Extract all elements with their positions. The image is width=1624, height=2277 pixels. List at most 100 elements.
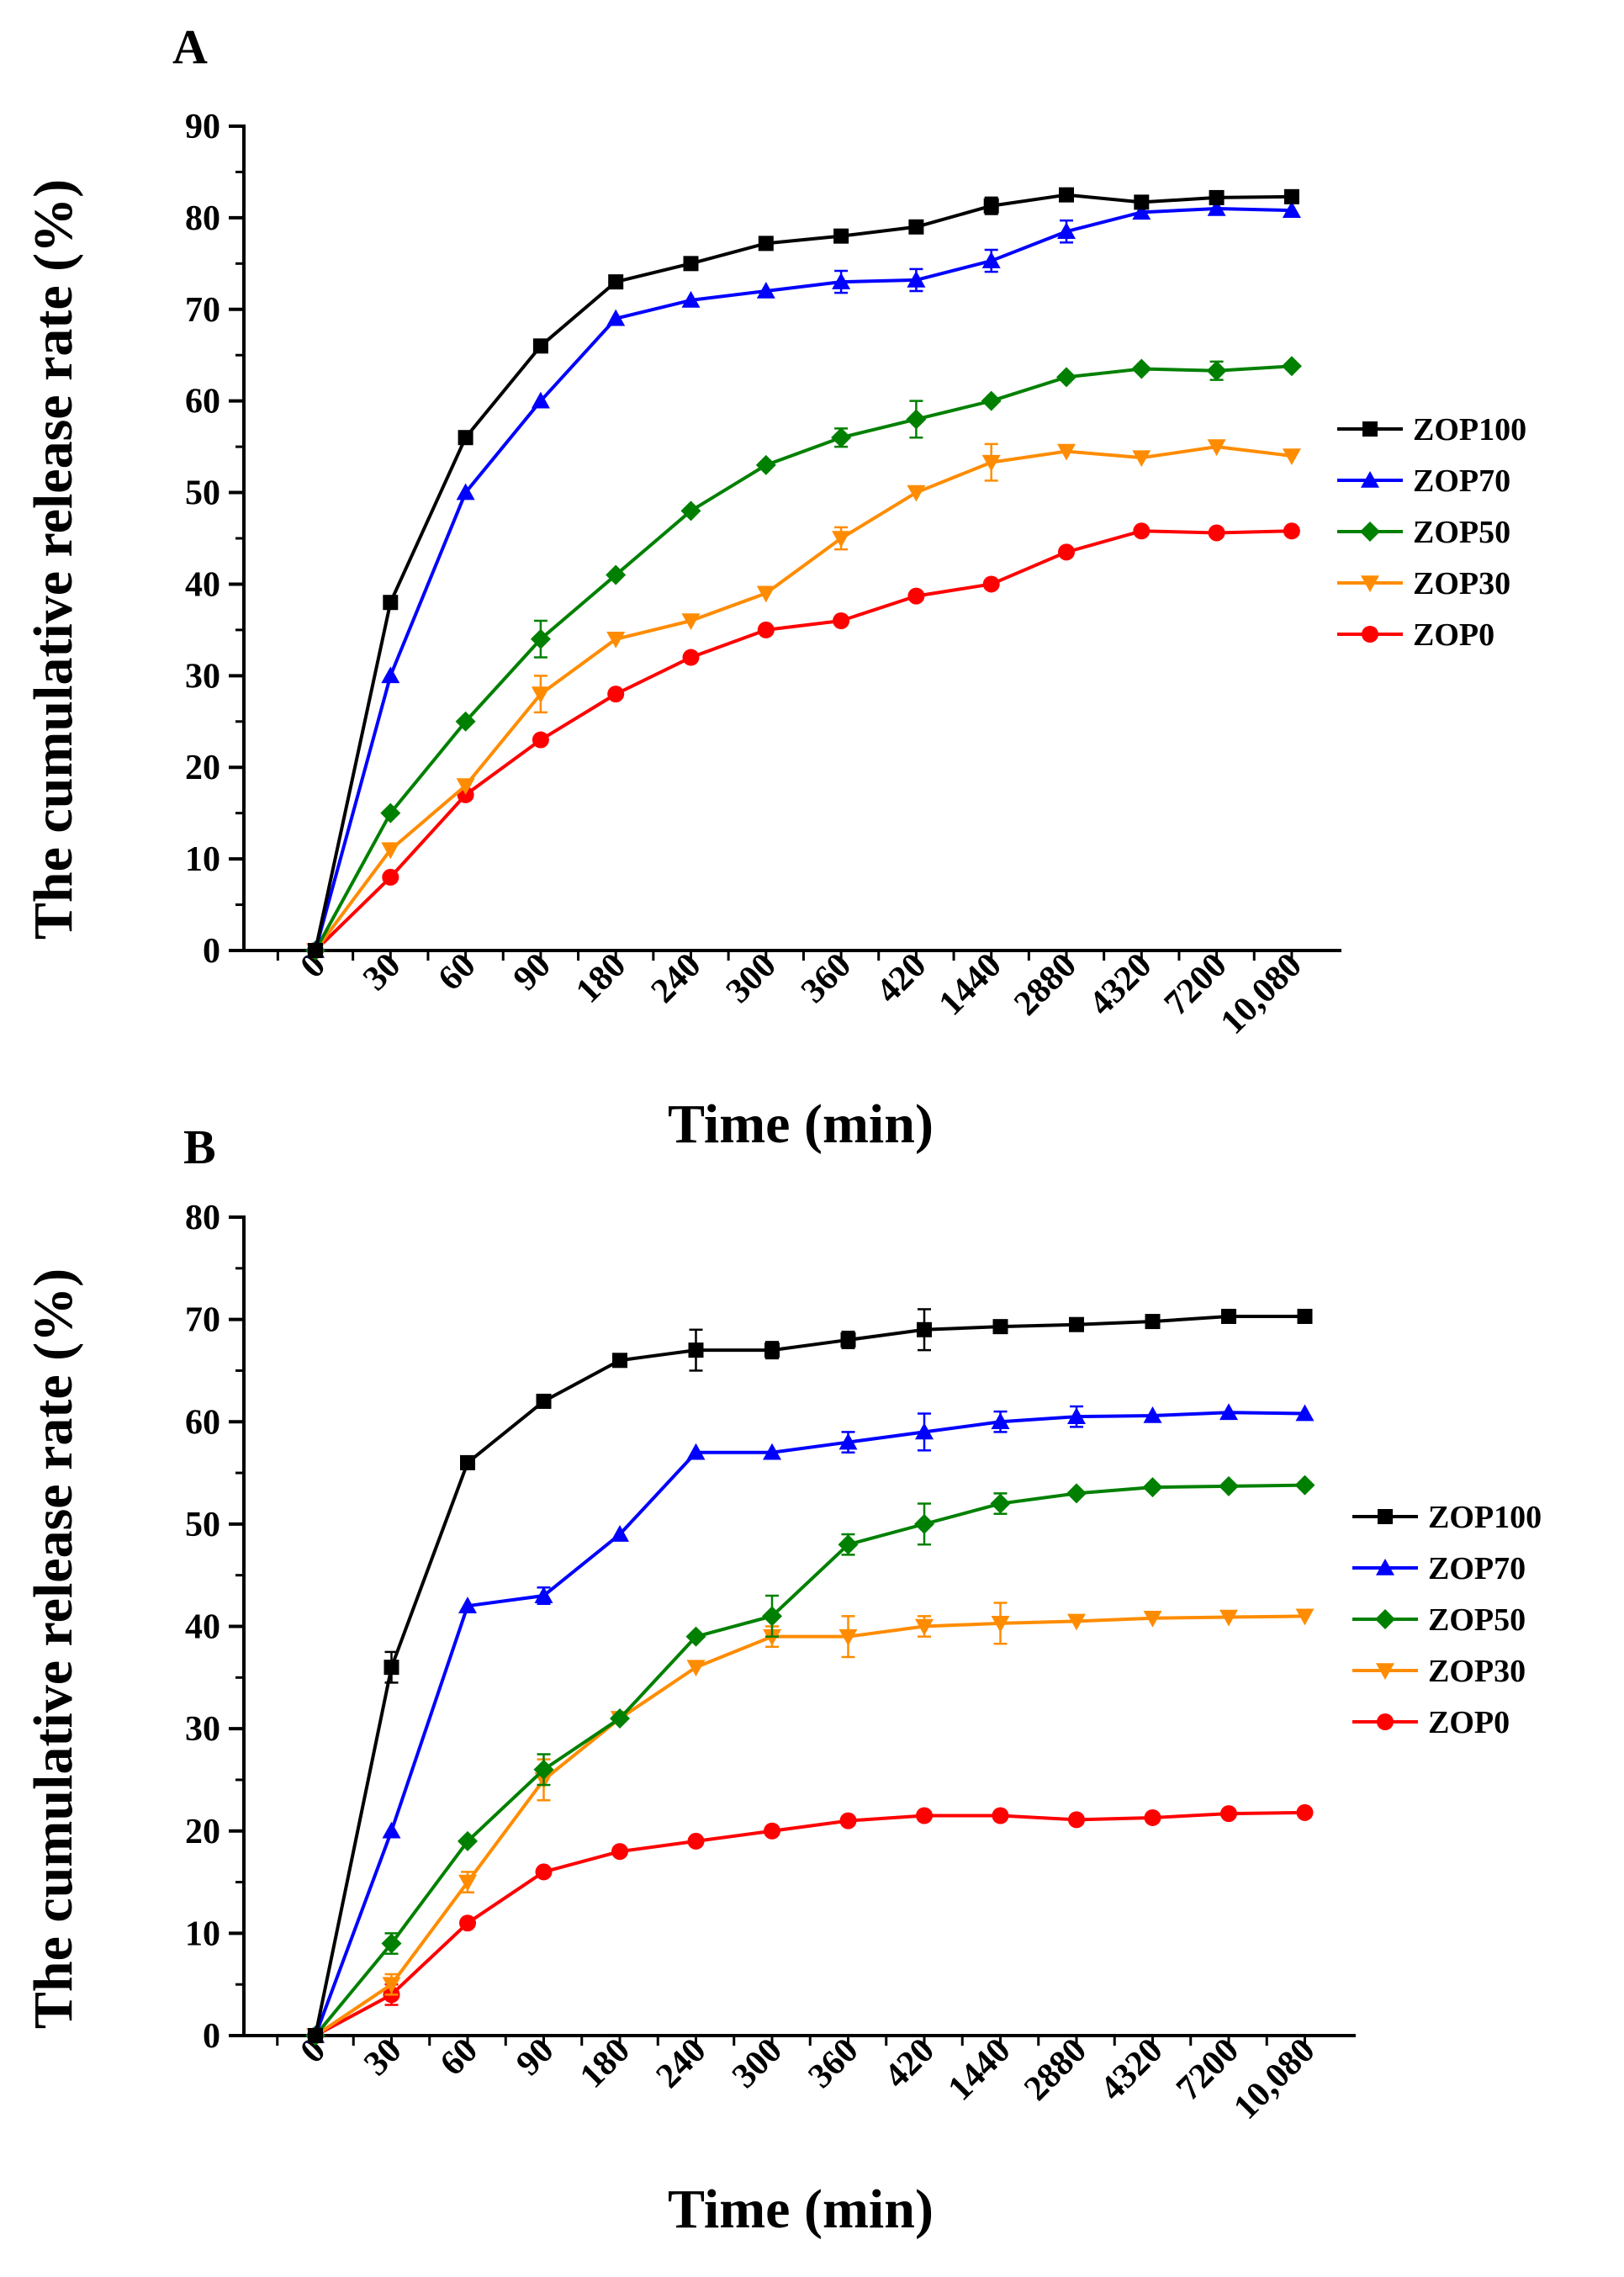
data-point bbox=[1059, 187, 1074, 203]
data-point bbox=[381, 666, 400, 684]
legend-label: ZOP100 bbox=[1428, 1500, 1542, 1535]
data-point bbox=[917, 1321, 932, 1337]
data-point bbox=[686, 1660, 706, 1677]
data-point bbox=[838, 1628, 858, 1646]
data-point bbox=[763, 1443, 781, 1460]
data-point bbox=[832, 531, 851, 548]
legend-marker bbox=[1377, 1713, 1394, 1730]
series-line bbox=[314, 207, 1292, 951]
data-point bbox=[1056, 367, 1076, 388]
data-point bbox=[382, 1977, 401, 1994]
x-axis-title: Time (min) bbox=[668, 1093, 934, 1155]
x-tick-label: 10,080 bbox=[1214, 946, 1309, 1042]
y-tick-label: 50 bbox=[185, 474, 220, 513]
series-line bbox=[314, 1411, 1305, 2036]
data-point bbox=[831, 427, 852, 448]
series-line bbox=[315, 1810, 1305, 2037]
data-point bbox=[840, 1332, 856, 1348]
data-point bbox=[1067, 1613, 1086, 1631]
y-tick-label: 10 bbox=[185, 840, 220, 879]
data-point bbox=[533, 1759, 554, 1780]
data-point bbox=[1057, 443, 1076, 461]
data-point bbox=[532, 731, 549, 749]
data-point bbox=[915, 1618, 934, 1636]
series-line bbox=[314, 445, 1293, 952]
y-tick-label: 60 bbox=[185, 383, 220, 421]
data-point bbox=[833, 612, 850, 629]
data-point bbox=[1295, 1404, 1315, 1422]
data-point bbox=[531, 686, 550, 704]
legend-marker bbox=[1375, 1609, 1395, 1629]
data-point bbox=[992, 1807, 1009, 1824]
series-line bbox=[314, 1614, 1305, 2037]
y-tick-label: 40 bbox=[185, 565, 220, 604]
x-tick-label: 4320 bbox=[1082, 946, 1159, 1024]
legend-marker bbox=[1362, 626, 1378, 643]
y-tick-label: 80 bbox=[185, 1199, 220, 1237]
data-point bbox=[683, 256, 699, 272]
y-tick-label: 20 bbox=[185, 749, 220, 787]
data-point bbox=[1143, 1406, 1162, 1423]
series-line bbox=[314, 529, 1292, 952]
data-point bbox=[1297, 1308, 1313, 1324]
x-tick-label: 4320 bbox=[1093, 2031, 1171, 2109]
data-point bbox=[1131, 358, 1152, 379]
data-point bbox=[833, 228, 849, 244]
y-axis-title: The cumulative release rate (%) bbox=[23, 179, 84, 940]
data-point bbox=[838, 1432, 858, 1450]
series-zop100 bbox=[308, 187, 1299, 958]
data-point bbox=[532, 338, 548, 354]
data-point bbox=[1219, 1609, 1238, 1627]
data-point bbox=[531, 391, 550, 409]
data-point bbox=[1282, 201, 1301, 218]
x-axis-title: Time (min) bbox=[668, 2179, 934, 2240]
data-point bbox=[1220, 1805, 1237, 1823]
series-zop30 bbox=[306, 1602, 1315, 2045]
data-point bbox=[458, 430, 473, 446]
data-point bbox=[680, 500, 701, 522]
legend-marker bbox=[1376, 1559, 1394, 1575]
data-point bbox=[606, 309, 626, 326]
y-tick-label: 30 bbox=[185, 657, 220, 696]
data-point bbox=[757, 621, 775, 638]
data-point bbox=[384, 1660, 399, 1676]
data-point bbox=[764, 1822, 780, 1840]
x-tick-label: 10,080 bbox=[1226, 2031, 1322, 2127]
data-point bbox=[381, 1933, 402, 1954]
data-point bbox=[610, 1708, 630, 1729]
y-tick-label: 0 bbox=[203, 932, 220, 971]
x-tick-label: 90 bbox=[506, 946, 558, 998]
data-point bbox=[991, 1412, 1010, 1430]
data-point bbox=[458, 1830, 478, 1851]
data-point bbox=[981, 454, 1001, 472]
data-point bbox=[611, 1525, 629, 1542]
data-point bbox=[1219, 1475, 1239, 1496]
data-point bbox=[611, 1843, 628, 1861]
data-point bbox=[907, 587, 925, 605]
data-point bbox=[536, 1393, 552, 1409]
data-point bbox=[308, 943, 323, 958]
data-point bbox=[1283, 522, 1300, 540]
data-point bbox=[535, 1863, 553, 1881]
data-point bbox=[1221, 1308, 1236, 1324]
data-point bbox=[1068, 1811, 1085, 1829]
data-point bbox=[308, 2028, 323, 2043]
y-tick-label: 70 bbox=[185, 1301, 220, 1340]
data-point bbox=[1209, 189, 1225, 205]
data-point bbox=[1219, 1403, 1238, 1421]
y-tick-label: 10 bbox=[185, 1914, 220, 1953]
x-tick-label: 1440 bbox=[941, 2031, 1018, 2109]
data-point bbox=[1142, 1477, 1163, 1498]
data-point bbox=[687, 1832, 705, 1850]
series-zop100 bbox=[308, 1308, 1313, 2043]
data-point bbox=[1069, 1316, 1084, 1332]
data-point bbox=[1295, 1608, 1315, 1626]
data-point bbox=[1294, 1475, 1315, 1496]
y-tick-label: 80 bbox=[185, 199, 220, 238]
data-point bbox=[681, 290, 701, 308]
data-point bbox=[612, 1353, 627, 1369]
data-point bbox=[983, 198, 999, 214]
data-point bbox=[839, 1812, 857, 1830]
x-tick-label: 60 bbox=[433, 2031, 485, 2084]
